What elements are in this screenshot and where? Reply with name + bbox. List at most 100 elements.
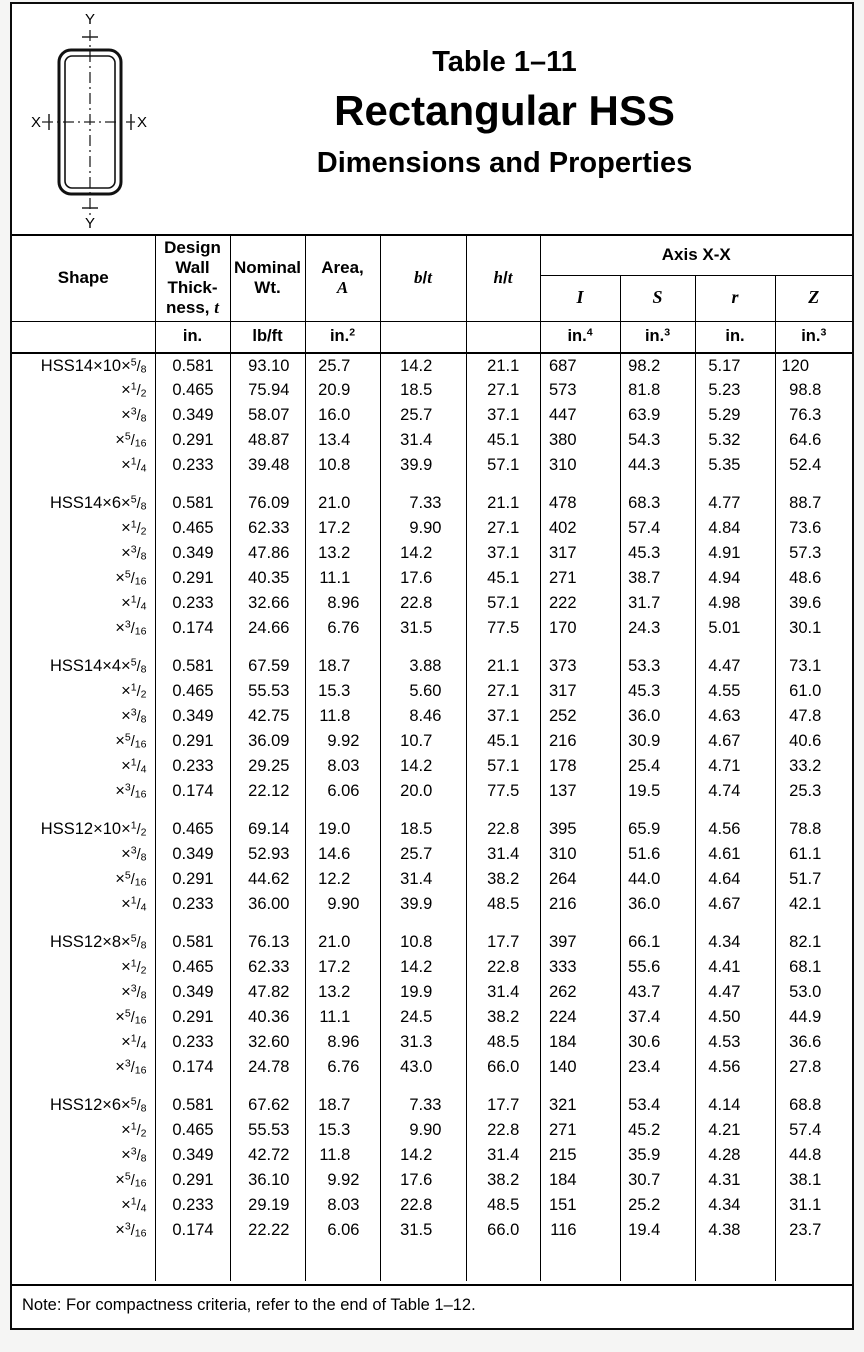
value-cell: 27.1 xyxy=(465,679,540,704)
value-cell: 0.581 xyxy=(154,930,230,955)
hss-outer-wall xyxy=(57,48,123,196)
value-cell: 9.92 xyxy=(304,1168,380,1193)
shape-cell: ×1/2 xyxy=(121,380,147,400)
axis-label-x-right: X xyxy=(137,114,147,131)
shape-cell: ×3/8 xyxy=(121,982,147,1002)
empty-cell xyxy=(694,917,775,930)
value-cell: 66.0 xyxy=(465,1055,540,1080)
empty-cell xyxy=(694,1243,775,1281)
value-cell: 137 xyxy=(539,779,620,804)
value-cell: 0.465 xyxy=(154,955,230,980)
empty-cell xyxy=(539,478,620,491)
value-cell: 397 xyxy=(539,930,620,955)
col-header-wall-thickness: Design Wall Thick-ness, t xyxy=(154,235,230,321)
axis-label-y-bottom: Y xyxy=(85,215,95,230)
value-cell: 321 xyxy=(539,1093,620,1118)
table-row: ×3/16 0.174 24.66 6.76 31.5 77.5 170 24.3 5.01 30… xyxy=(12,616,852,641)
value-cell: 24.5 xyxy=(379,1005,466,1030)
value-cell: 310 xyxy=(539,842,620,867)
value-cell: 24.66 xyxy=(229,616,305,641)
empty-cell xyxy=(379,641,466,654)
col-group-axis-xx: Axis X-X xyxy=(539,235,852,276)
value-cell: 215 xyxy=(539,1143,620,1168)
empty-cell xyxy=(694,641,775,654)
empty-cell xyxy=(774,1243,852,1281)
unit-cell xyxy=(465,320,540,354)
value-cell: 66.1 xyxy=(619,930,695,955)
value-cell: 0.581 xyxy=(154,654,230,679)
empty-cell xyxy=(304,478,380,491)
value-cell: 184 xyxy=(539,1168,620,1193)
empty-cell xyxy=(12,917,155,930)
value-cell: 373 xyxy=(539,654,620,679)
value-cell: 38.7 xyxy=(619,566,695,591)
table-row: ×1/4 0.233 39.48 10.8 39.9 57.1 310 44.3 5.35 52.… xyxy=(12,453,852,478)
value-cell: 13.4 xyxy=(304,428,380,453)
value-cell: 22.8 xyxy=(465,955,540,980)
value-cell: 13.2 xyxy=(304,541,380,566)
value-cell: 93.10 xyxy=(229,353,305,378)
value-cell: 310 xyxy=(539,453,620,478)
value-cell: 61.0 xyxy=(774,679,852,704)
value-cell: 25.2 xyxy=(619,1193,695,1218)
value-cell: 6.06 xyxy=(304,779,380,804)
col-header-nominal-weight: Nominal Wt. xyxy=(229,235,305,321)
empty-cell xyxy=(229,641,305,654)
value-cell: 51.6 xyxy=(619,842,695,867)
value-cell: 4.77 xyxy=(694,491,775,516)
group-spacer-row xyxy=(12,641,852,654)
value-cell: 38.2 xyxy=(465,1005,540,1030)
empty-cell xyxy=(304,1243,380,1281)
value-cell: 0.465 xyxy=(154,378,230,403)
value-cell: 24.3 xyxy=(619,616,695,641)
unit-cell: in.2 xyxy=(304,320,380,354)
value-cell: 0.291 xyxy=(154,729,230,754)
empty-cell xyxy=(154,1080,230,1093)
empty-cell xyxy=(465,478,540,491)
shape-cell: ×3/16 xyxy=(115,1057,147,1077)
value-cell: 333 xyxy=(539,955,620,980)
value-cell: 17.6 xyxy=(379,1168,466,1193)
value-cell: 73.6 xyxy=(774,516,852,541)
unit-cell xyxy=(12,320,155,354)
table-row: ×5/16 0.291 40.35 11.1 17.6 45.1 271 38.7 4.94 48… xyxy=(12,566,852,591)
empty-cell xyxy=(154,917,230,930)
value-cell: 62.33 xyxy=(229,516,305,541)
value-cell: 151 xyxy=(539,1193,620,1218)
filler-row xyxy=(12,1243,852,1281)
value-cell: 25.7 xyxy=(379,842,466,867)
value-cell: 31.5 xyxy=(379,616,466,641)
value-cell: 20.0 xyxy=(379,779,466,804)
table-row: HSS12×6×5/8 0.581 67.62 18.7 7.33 17.7 321 53.4… xyxy=(12,1093,852,1118)
unit-cell: in. xyxy=(154,320,230,354)
value-cell: 18.5 xyxy=(379,378,466,403)
value-cell: 73.1 xyxy=(774,654,852,679)
shape-cell: HSS14×10×5/8 xyxy=(40,356,147,376)
value-cell: 25.3 xyxy=(774,779,852,804)
value-cell: 55.53 xyxy=(229,679,305,704)
table-row: ×3/8 0.349 58.07 16.0 25.7 37.1 447 63.9 5.29 76.… xyxy=(12,403,852,428)
value-cell: 25.4 xyxy=(619,754,695,779)
value-cell: 19.9 xyxy=(379,980,466,1005)
value-cell: 47.8 xyxy=(774,704,852,729)
value-cell: 21.0 xyxy=(304,491,380,516)
value-cell: 57.1 xyxy=(465,754,540,779)
value-cell: 4.38 xyxy=(694,1218,775,1243)
table-row: ×3/16 0.174 22.22 6.06 31.5 66.0 116 19.4 4.38 23… xyxy=(12,1218,852,1243)
value-cell: 9.90 xyxy=(379,516,466,541)
value-cell: 68.1 xyxy=(774,955,852,980)
empty-cell xyxy=(694,478,775,491)
manual-page: Y Y X X Table 1–11 Rectangular HSS Dimen… xyxy=(10,2,854,1330)
value-cell: 687 xyxy=(539,353,620,378)
empty-cell xyxy=(539,804,620,817)
value-cell: 11.8 xyxy=(304,704,380,729)
value-cell: 48.5 xyxy=(465,1193,540,1218)
value-cell: 29.19 xyxy=(229,1193,305,1218)
hss-inner-wall xyxy=(64,55,116,189)
col-header-radius-of-gyration: r xyxy=(694,275,775,321)
value-cell: 21.1 xyxy=(465,654,540,679)
empty-cell xyxy=(12,1080,155,1093)
table-row: ×1/4 0.233 29.19 8.03 22.8 48.5 151 25.2 4.34 31.… xyxy=(12,1193,852,1218)
value-cell: 4.56 xyxy=(694,1055,775,1080)
value-cell: 47.82 xyxy=(229,980,305,1005)
